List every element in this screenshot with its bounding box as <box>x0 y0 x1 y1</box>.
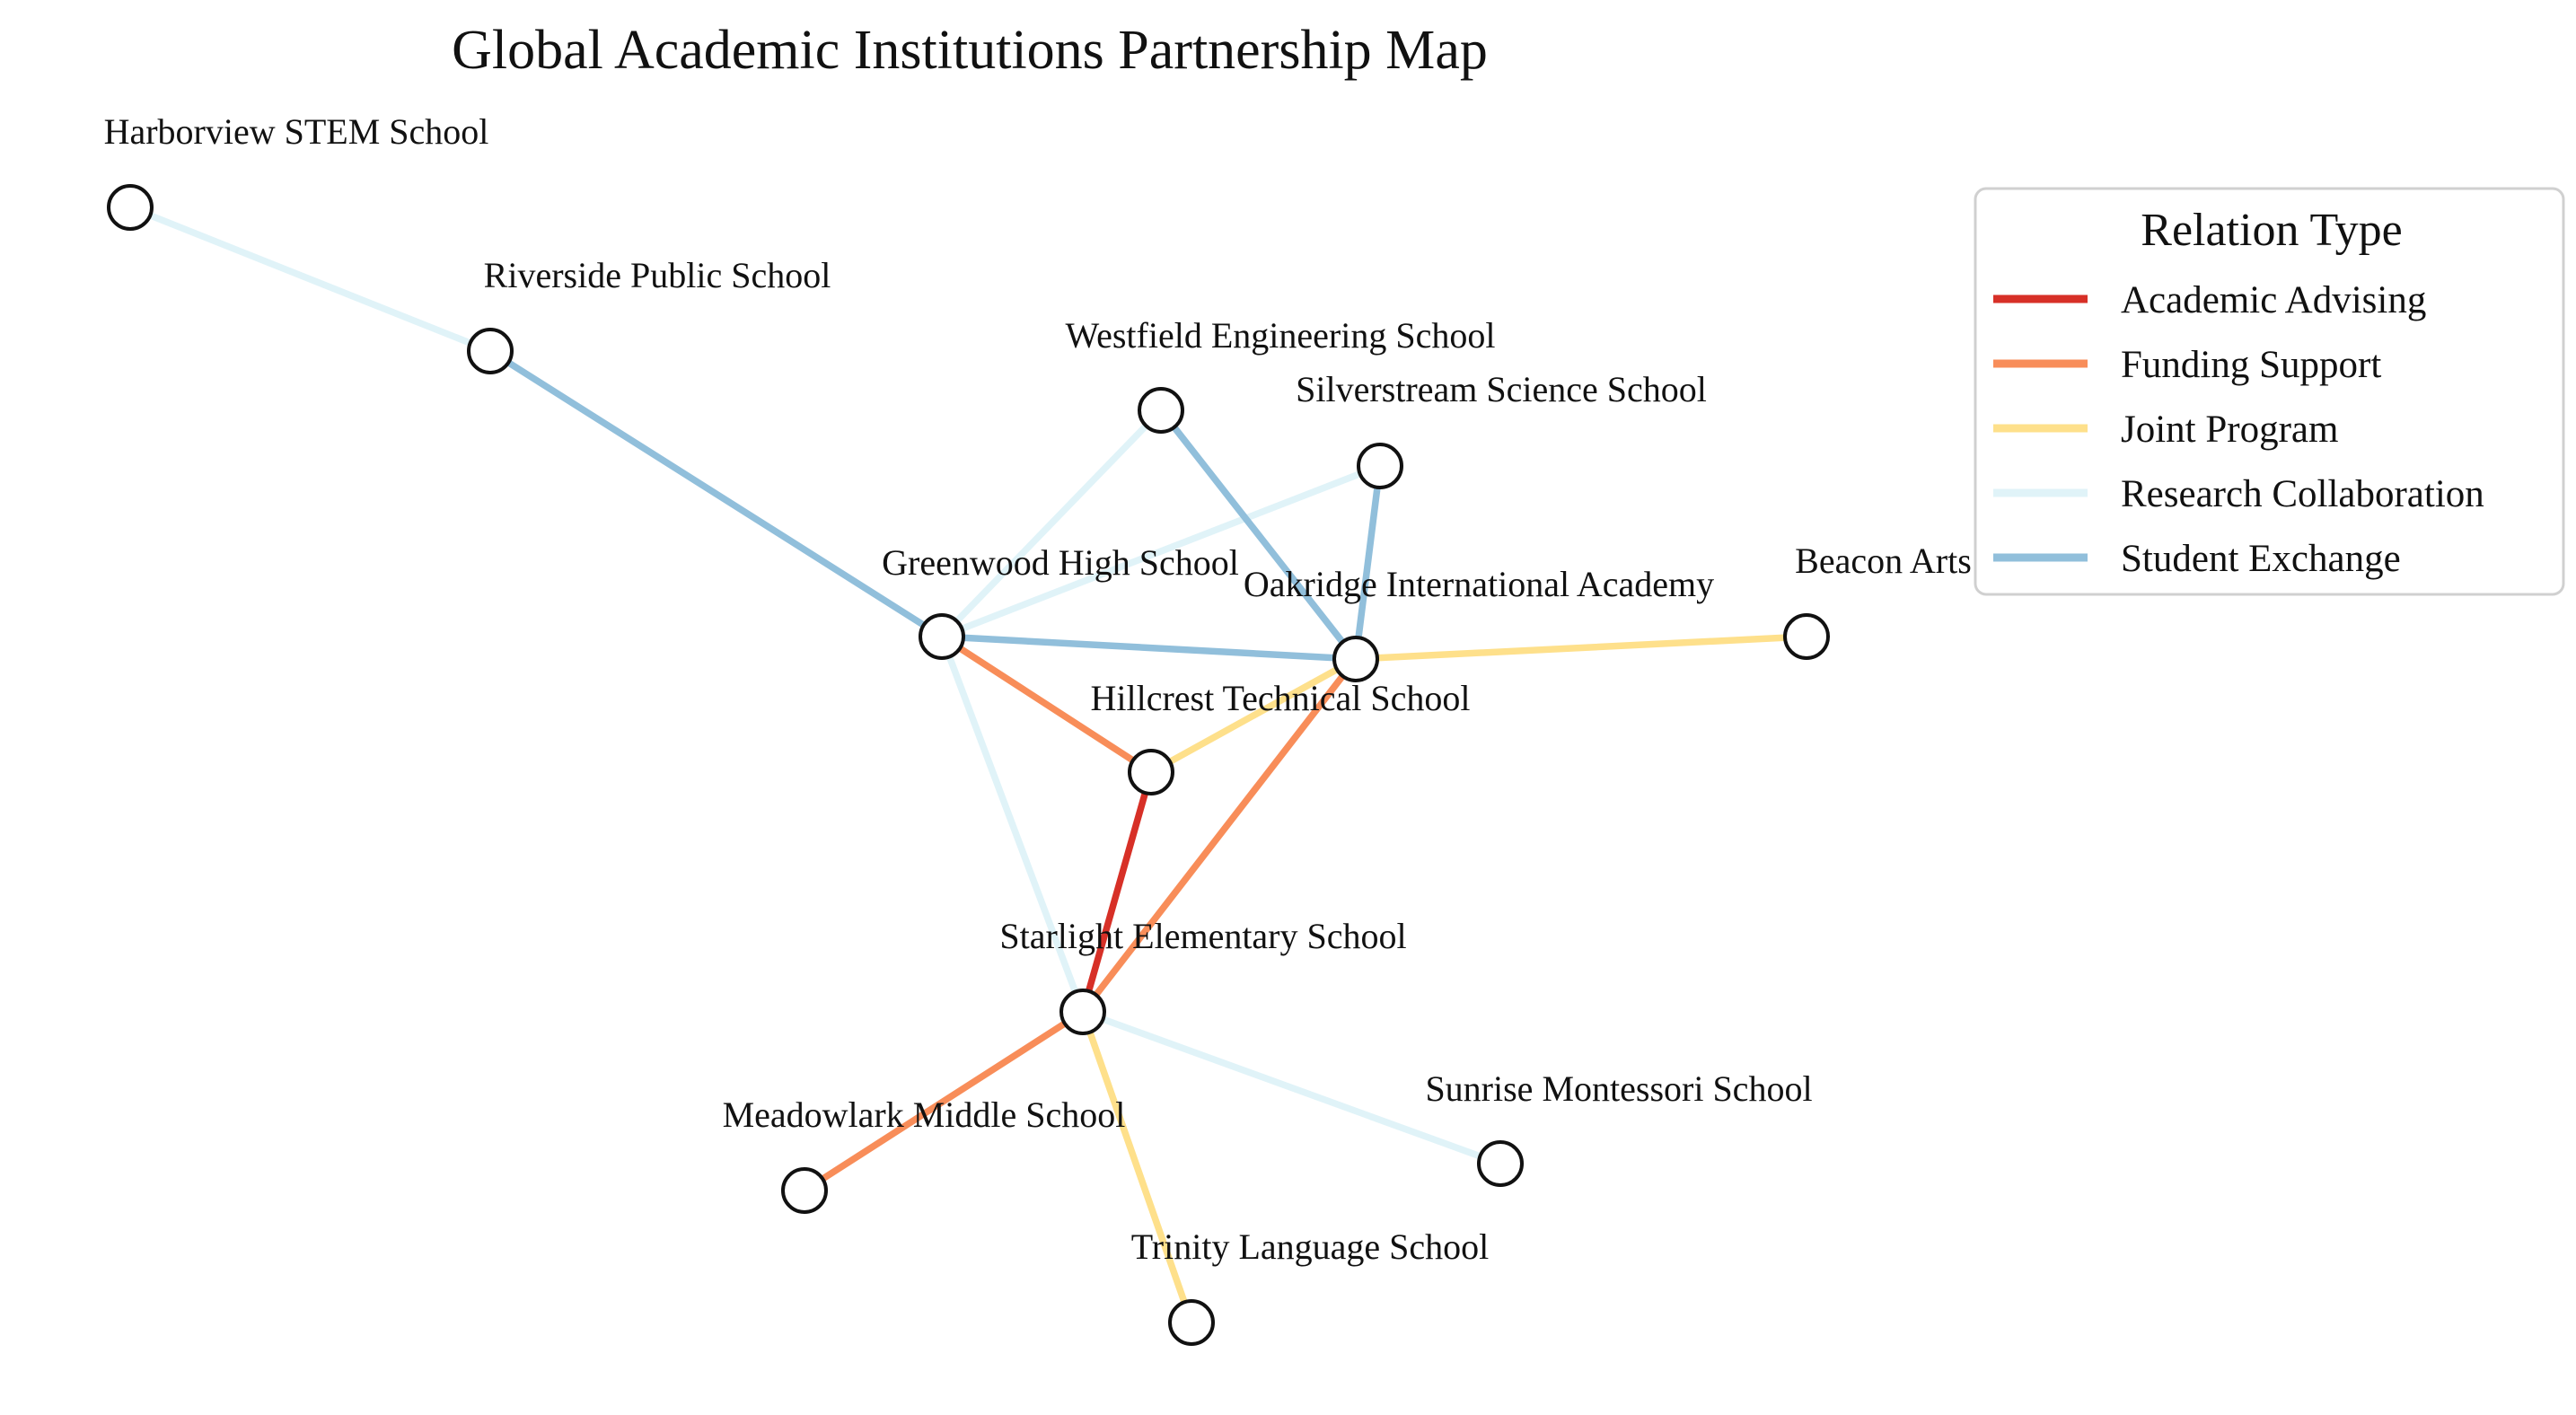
node-circle-riverside[interactable] <box>467 328 514 374</box>
legend-label-research_collaboration: Research Collaboration <box>2121 473 2484 515</box>
legend-box <box>1974 187 2565 596</box>
node-circle-sunrise[interactable] <box>1477 1140 1524 1187</box>
node-circle-beacon[interactable] <box>1783 613 1830 660</box>
legend-label-student_exchange: Student Exchange <box>2121 538 2401 580</box>
edge-starlight-sunrise <box>1079 1008 1504 1167</box>
edge-starlight-meadowlark <box>801 1008 1086 1194</box>
node-trinity[interactable]: Trinity Language School <box>1131 1226 1490 1346</box>
edge-greenwood-oakridge <box>938 633 1359 663</box>
node-label-hillcrest: Hillcrest Technical School <box>1090 678 1470 718</box>
node-meadowlark[interactable]: Meadowlark Middle School <box>723 1094 1126 1214</box>
edge-oakridge-starlight <box>1079 655 1359 1015</box>
legend: Relation Type Academic Advising Funding S… <box>1974 187 2565 596</box>
legend-items: Academic Advising Funding Support Joint Pr… <box>1993 279 2484 580</box>
legend-label-joint_program: Joint Program <box>2121 409 2338 451</box>
node-label-sunrise: Sunrise Montessori School <box>1425 1068 1812 1109</box>
node-label-riverside: Riverside Public School <box>484 255 831 295</box>
node-label-harborview: Harborview STEM School <box>104 111 489 152</box>
edge-westfield-oakridge <box>1157 407 1359 663</box>
edge-starlight-trinity <box>1079 1008 1195 1326</box>
node-circle-greenwood[interactable] <box>919 613 965 660</box>
edge-harborview-riverside <box>127 204 494 355</box>
edge-riverside-greenwood <box>487 347 945 640</box>
node-westfield[interactable]: Westfield Engineering School <box>1066 315 1496 434</box>
node-circle-westfield[interactable] <box>1138 387 1184 434</box>
node-oakridge[interactable]: Oakridge International Academy <box>1244 564 1714 682</box>
node-harborview[interactable]: Harborview STEM School <box>104 111 489 231</box>
node-label-starlight: Starlight Elementary School <box>999 916 1406 956</box>
node-label-westfield: Westfield Engineering School <box>1066 315 1496 356</box>
edge-layer <box>127 204 1810 1326</box>
node-circle-starlight[interactable] <box>1059 989 1106 1035</box>
diagram-title: Global Academic Institutions Partnership… <box>452 20 1488 81</box>
edge-greenwood-starlight <box>938 633 1086 1015</box>
legend-title: Relation Type <box>2141 205 2402 256</box>
edge-oakridge-beacon <box>1352 633 1810 663</box>
node-starlight[interactable]: Starlight Elementary School <box>999 916 1407 1035</box>
node-hillcrest[interactable]: Hillcrest Technical School <box>1090 678 1471 795</box>
node-circle-hillcrest[interactable] <box>1128 749 1174 795</box>
node-circle-harborview[interactable] <box>107 184 154 231</box>
node-label-silverstream: Silverstream Science School <box>1296 369 1707 409</box>
node-silverstream[interactable]: Silverstream Science School <box>1296 369 1707 489</box>
legend-label-academic_advising: Academic Advising <box>2121 279 2426 321</box>
legend-label-funding_support: Funding Support <box>2121 344 2381 386</box>
edge-greenwood-hillcrest <box>938 633 1155 776</box>
edge-silverstream-greenwood <box>938 462 1384 640</box>
node-sunrise[interactable]: Sunrise Montessori School <box>1425 1068 1813 1187</box>
node-label-meadowlark: Meadowlark Middle School <box>723 1094 1126 1135</box>
node-label-oakridge: Oakridge International Academy <box>1244 564 1714 604</box>
node-circle-oakridge[interactable] <box>1332 636 1379 682</box>
edge-silverstream-oakridge <box>1352 462 1384 663</box>
edge-westfield-greenwood <box>938 407 1165 640</box>
node-layer: Harborview STEM School Riverside Public S… <box>104 111 2116 1346</box>
node-label-trinity: Trinity Language School <box>1131 1226 1490 1267</box>
node-circle-trinity[interactable] <box>1168 1299 1215 1346</box>
node-greenwood[interactable]: Greenwood High School <box>882 542 1239 660</box>
node-circle-meadowlark[interactable] <box>781 1167 828 1214</box>
edge-hillcrest-oakridge <box>1147 655 1359 776</box>
node-label-greenwood: Greenwood High School <box>882 542 1239 583</box>
edge-hillcrest-starlight <box>1079 769 1155 1015</box>
node-circle-silverstream[interactable] <box>1357 443 1403 489</box>
node-riverside[interactable]: Riverside Public School <box>467 255 831 374</box>
